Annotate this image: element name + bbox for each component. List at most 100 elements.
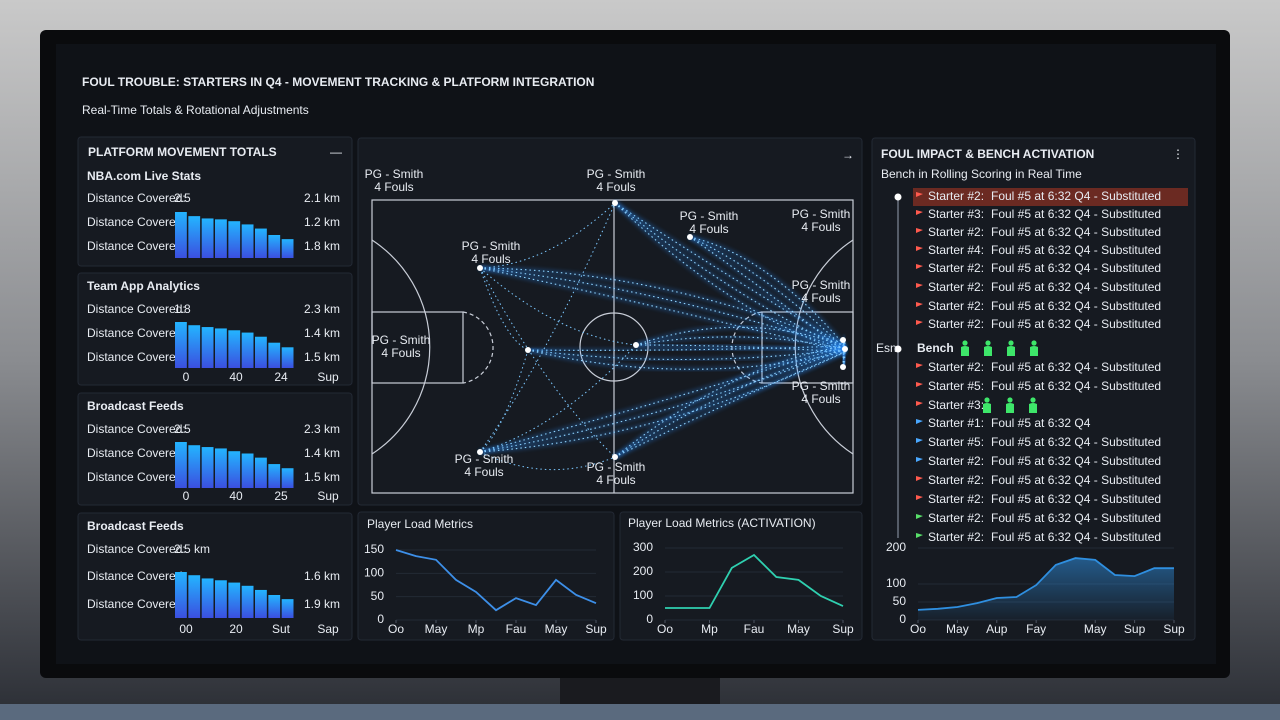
bar: [228, 330, 241, 368]
player-name: PG - Smith: [462, 239, 521, 253]
player-node: [477, 449, 483, 455]
bar: [241, 585, 254, 618]
flag: [916, 457, 923, 467]
bench-icon: [1029, 397, 1037, 413]
flag: [916, 264, 923, 274]
event-highlight: [913, 188, 1188, 206]
bar: [188, 216, 201, 258]
bar: [175, 572, 187, 618]
track: [689, 236, 846, 347]
row-value: 1.2 km: [304, 215, 340, 229]
event-text: Foul #5 at 6:32 Q4 - Substituted: [991, 207, 1161, 221]
x-tick-label: Sup: [1163, 622, 1185, 636]
player-node: [840, 364, 846, 370]
event-who: Starter #2:: [928, 492, 984, 506]
x-tick-label: Sut: [272, 622, 291, 636]
track: [689, 236, 846, 350]
event-text: Foul #5 at 6:32 Q4 - Substituted: [991, 225, 1161, 239]
bench-icon: [983, 397, 991, 413]
platform-title: PLATFORM MOVEMENT TOTALS: [88, 145, 277, 159]
area: [918, 558, 1174, 620]
icon-head: [984, 397, 990, 403]
bar: [228, 582, 241, 618]
row-label: Distance Covered:: [87, 326, 186, 340]
player-name: PG - Smith: [587, 167, 646, 181]
flag: [916, 419, 923, 429]
track-glow: [635, 325, 846, 348]
player-node: [612, 200, 618, 206]
x-tick-label: Mp: [468, 622, 485, 636]
y-tick-label: 0: [899, 612, 906, 626]
flag: [916, 533, 923, 543]
x-tick-label: Sup: [832, 622, 854, 636]
event-who: Starter #1:: [928, 416, 984, 430]
platform-name: Broadcast Feeds: [87, 399, 184, 413]
flag: [916, 302, 923, 312]
track: [479, 267, 846, 350]
key-left: [371, 311, 464, 384]
bar: [215, 219, 227, 258]
x-tick-label: 24: [274, 370, 288, 384]
track-glow: [613, 201, 846, 354]
row-value: 1.5 km: [304, 350, 340, 364]
bar: [255, 336, 267, 368]
event-text: Foul #5 at 6:32 Q4 - Substituted: [991, 530, 1161, 544]
event-who: Starter #2:: [928, 225, 984, 239]
track: [635, 336, 846, 350]
event-text: Foul #5 at 6:32 Q4 - Substituted: [991, 379, 1161, 393]
y-tick-label: 200: [633, 564, 653, 578]
platform-name: Team App Analytics: [87, 279, 200, 293]
flag: [916, 363, 923, 373]
player-fouls: 4 Fouls: [471, 252, 510, 266]
x-tick-label: Fau: [506, 622, 527, 636]
bar: [215, 328, 227, 368]
track: [635, 344, 846, 353]
player-name: PG - Smith: [587, 460, 646, 474]
bench-icons: [983, 397, 1037, 413]
chart-panel: [357, 511, 615, 641]
icon-body: [1030, 346, 1038, 356]
side-label: Esn: [876, 341, 897, 355]
track: [614, 351, 846, 458]
row-label: Distance Covered:: [87, 215, 186, 229]
row-label: Distance Covered:: [87, 569, 186, 583]
event-text: Foul #5 at 6:32 Q4 - Substituted: [991, 261, 1161, 275]
x-tick-label: Oo: [388, 622, 404, 636]
x-tick-label: May: [1084, 622, 1107, 636]
bench-icon: [961, 340, 969, 356]
icon-head: [985, 340, 991, 346]
y-tick-label: 50: [371, 589, 385, 603]
event-text: Foul #5 at 6:32 Q4 - Substituted: [991, 435, 1161, 449]
bar: [188, 325, 201, 368]
center-circle: [579, 312, 649, 382]
flag: [916, 192, 923, 202]
timeline-node: [894, 193, 902, 201]
x-tick-label: Oo: [657, 622, 673, 636]
chart-panel: [619, 511, 863, 641]
track: [527, 348, 846, 361]
three-point-left: [371, 239, 431, 455]
icon-body: [984, 346, 992, 356]
title: FOUL TROUBLE: STARTERS IN Q4 - MOVEMENT …: [82, 75, 594, 89]
icon-head: [1031, 340, 1037, 346]
event-text: Foul #5 at 6:32 Q4 - Substituted: [991, 299, 1161, 313]
track: [614, 345, 846, 458]
event-text: Foul #5 at 6:32 Q4 - Substituted: [991, 473, 1161, 487]
player-node: [525, 347, 531, 353]
bar: [255, 228, 267, 258]
event-who: Starter #2:: [928, 317, 984, 331]
row-value: 1.4 km: [304, 326, 340, 340]
player-fouls: 4 Fouls: [464, 465, 503, 479]
player-fouls: 4 Fouls: [801, 392, 840, 406]
bar: [268, 235, 281, 258]
y-tick-label: 300: [633, 540, 653, 554]
y-tick-label: 50: [893, 594, 907, 608]
bar: [175, 212, 187, 258]
bar: [201, 218, 214, 258]
bar: [215, 580, 227, 618]
bar: [228, 221, 241, 258]
row-label: Distance Covered:: [87, 239, 186, 253]
icon-body: [1007, 346, 1015, 356]
